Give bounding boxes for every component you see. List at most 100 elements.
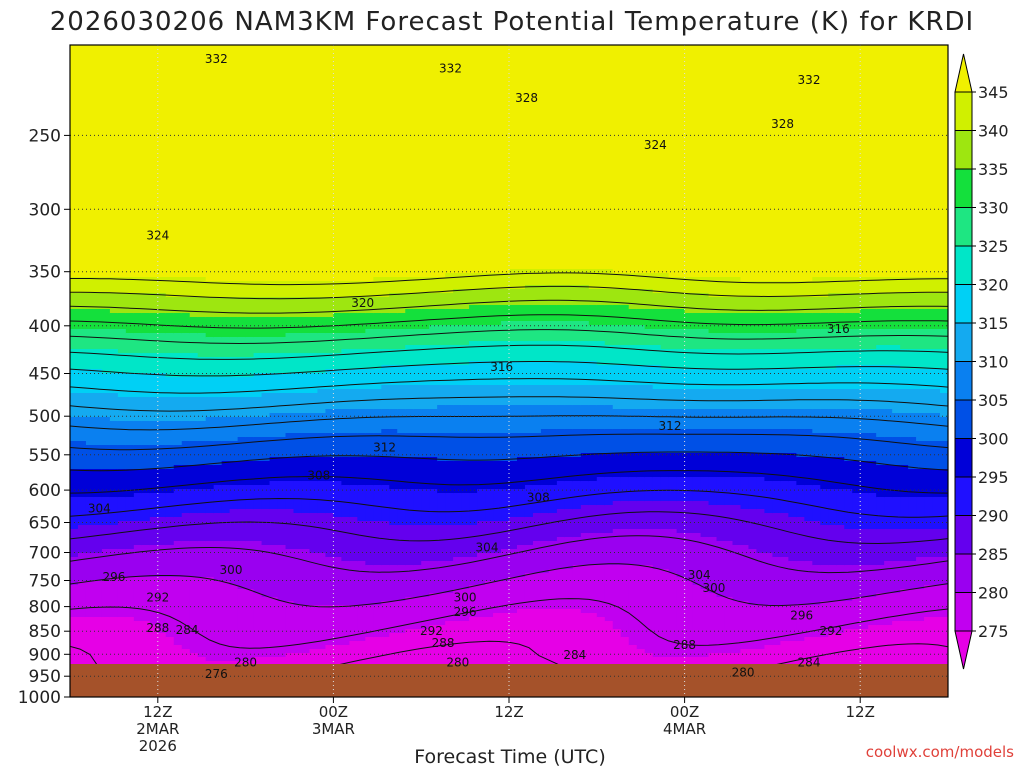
color-band-cell <box>708 349 718 370</box>
color-band-cell <box>453 273 462 290</box>
color-band-cell <box>724 349 734 370</box>
color-band-cell <box>548 609 558 697</box>
color-band-cell <box>580 269 590 286</box>
color-band-cell <box>109 277 119 294</box>
color-band-cell <box>349 313 358 334</box>
color-band-cell <box>876 277 885 294</box>
color-band-cell <box>117 45 127 278</box>
color-band-cell <box>580 505 590 534</box>
color-band-cell <box>652 529 662 570</box>
color-band-cell <box>660 309 670 330</box>
color-band-cell <box>796 329 805 350</box>
color-band-cell <box>756 605 766 650</box>
color-band-cell <box>173 465 183 490</box>
color-band-cell <box>77 45 87 278</box>
color-band-cell <box>421 365 430 386</box>
color-band-cell <box>876 437 885 466</box>
color-band-cell <box>493 405 502 434</box>
color-band-cell <box>860 365 869 390</box>
color-band-cell <box>788 429 797 454</box>
color-band-cell <box>836 349 845 366</box>
color-band-cell <box>509 549 518 578</box>
color-band-cell <box>285 297 295 318</box>
color-band-cell <box>860 293 869 310</box>
color-band-cell <box>77 277 87 294</box>
color-band-cell <box>149 545 159 578</box>
color-band-cell <box>413 345 422 366</box>
color-band-cell <box>596 305 606 326</box>
color-band-cell <box>556 285 566 306</box>
color-band-cell <box>373 297 382 314</box>
color-band-cell <box>109 549 119 578</box>
color-band-cell <box>676 409 686 430</box>
color-band-cell <box>580 305 590 322</box>
color-band-cell <box>309 373 319 394</box>
color-band-cell <box>604 405 614 430</box>
color-band-cell <box>357 369 366 390</box>
color-band-cell <box>189 45 199 278</box>
color-band-cell <box>405 309 414 330</box>
colorbar-tick-label: 275 <box>978 622 1009 641</box>
color-band-cell <box>333 457 342 482</box>
color-band-cell <box>916 293 925 310</box>
contour-label-text: 292 <box>420 624 443 638</box>
color-band-cell <box>524 385 534 406</box>
color-band-cell <box>700 477 710 502</box>
color-band-cell <box>532 405 542 434</box>
color-band-cell <box>828 293 837 314</box>
color-band-cell <box>253 593 263 658</box>
color-band-cell <box>804 605 813 638</box>
color-band-cell <box>381 329 390 350</box>
color-band-cell <box>740 369 750 390</box>
color-band-cell <box>604 385 614 406</box>
color-band-cell <box>157 517 167 546</box>
color-band-cell <box>652 329 662 346</box>
color-band-cell <box>141 333 151 354</box>
color-band-cell <box>908 497 917 530</box>
color-band-cell <box>876 345 885 366</box>
color-band-cell <box>373 433 382 458</box>
color-band-cell <box>556 609 566 697</box>
color-band-cell <box>940 529 948 558</box>
color-band-cell <box>844 293 853 314</box>
color-band-cell <box>932 293 941 310</box>
color-band-cell <box>237 45 247 282</box>
contour-line <box>70 272 948 286</box>
color-band-cell <box>852 293 861 314</box>
color-band-cell <box>548 569 558 610</box>
color-band-cell <box>884 497 893 530</box>
color-band-cell <box>205 541 215 578</box>
color-band-cell <box>349 561 358 606</box>
color-band-cell <box>740 45 750 282</box>
color-band-cell <box>740 297 750 314</box>
color-band-cell <box>477 433 486 462</box>
color-band-cell <box>141 545 151 578</box>
color-band-cell <box>636 45 646 274</box>
color-band-cell <box>277 337 287 354</box>
color-band-cell <box>405 597 414 630</box>
color-band-cell <box>524 341 534 362</box>
color-band-cell <box>764 297 773 314</box>
color-band-cell <box>740 545 750 602</box>
colorbar-segment <box>954 284 973 324</box>
color-band-cell <box>461 589 470 622</box>
color-band-cell <box>676 477 686 502</box>
color-band-cell <box>780 281 789 298</box>
contour-label-text: 316 <box>490 360 513 374</box>
color-band-cell <box>836 601 845 634</box>
color-band-cell <box>564 305 574 322</box>
color-band-cell <box>644 565 654 654</box>
contour-label: 328 <box>771 117 794 131</box>
color-band-cell <box>381 521 390 566</box>
color-band-cell <box>453 45 462 274</box>
color-band-cell <box>173 489 183 518</box>
color-band-cell <box>700 501 710 538</box>
color-band-cell <box>493 325 502 342</box>
color-band-cell <box>716 597 726 654</box>
color-band-cell <box>485 325 494 342</box>
color-band-cell <box>932 557 941 586</box>
color-band-cell <box>157 313 167 334</box>
color-band-cell <box>109 617 119 697</box>
color-band-cell <box>772 389 781 410</box>
color-band-cell <box>668 349 678 370</box>
